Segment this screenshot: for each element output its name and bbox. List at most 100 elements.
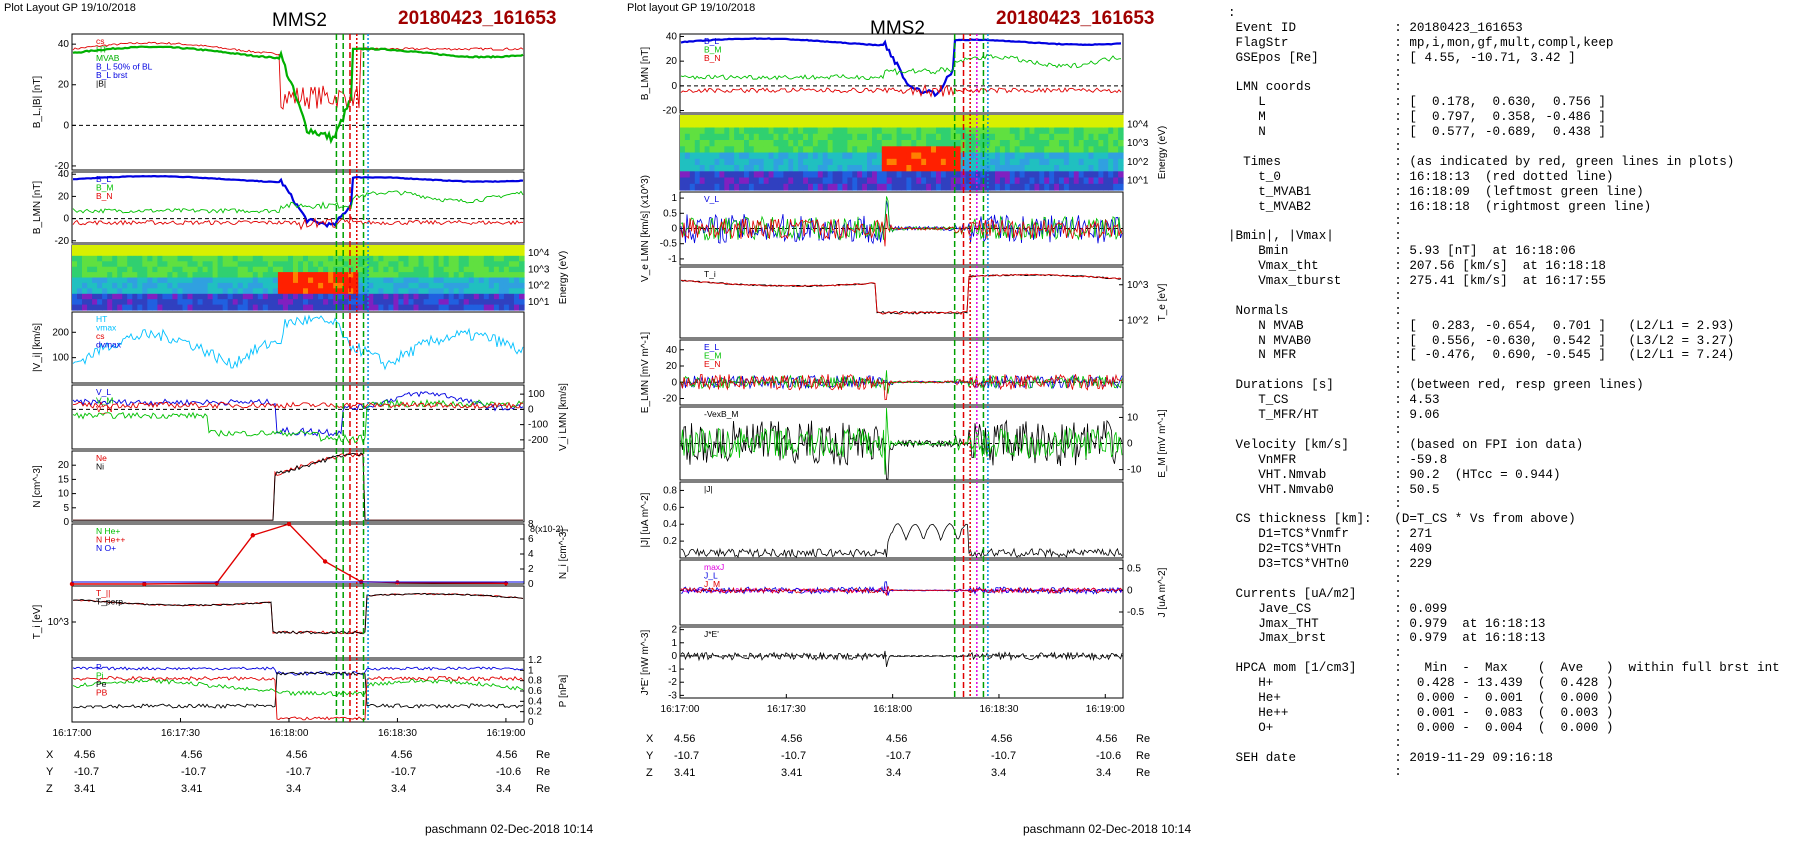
panel-frame bbox=[71, 33, 525, 171]
spectrogram-cell bbox=[423, 288, 430, 295]
spectrogram-cell bbox=[127, 272, 133, 279]
y-tick-label: -200 bbox=[528, 435, 548, 446]
spectrogram-cell bbox=[72, 261, 78, 268]
spectrogram-cell bbox=[473, 266, 480, 273]
spectrogram-cell bbox=[1024, 158, 1031, 166]
spectrogram-cell bbox=[1009, 140, 1016, 147]
spectrogram-cell bbox=[72, 299, 78, 306]
spectrogram-cell bbox=[117, 304, 123, 311]
spectrogram-cell bbox=[147, 277, 153, 284]
spectrogram-cell bbox=[423, 261, 430, 268]
spectrogram-cell bbox=[473, 277, 480, 284]
right-event-title: 20180423_161653 bbox=[996, 8, 1155, 29]
spectrogram-cell bbox=[132, 277, 138, 284]
info-line: Currents [uA/m2] : bbox=[1228, 586, 1402, 601]
spectrogram-cell bbox=[122, 261, 128, 268]
spectrogram-cell bbox=[911, 183, 917, 191]
spectrogram bbox=[680, 115, 1124, 191]
spectrogram-cell bbox=[729, 115, 735, 122]
spectrogram-cell bbox=[837, 171, 843, 179]
spectrogram-cell bbox=[177, 304, 184, 311]
spectrogram-cell bbox=[729, 146, 735, 154]
spectrogram-cell bbox=[503, 245, 510, 251]
spectrogram-cell bbox=[798, 115, 804, 122]
orbit-row-label: Z bbox=[46, 782, 53, 795]
spectrogram-cell bbox=[901, 121, 907, 129]
spectrogram-cell bbox=[323, 304, 329, 311]
spectrogram-cell bbox=[288, 261, 294, 268]
spectrogram-cell bbox=[817, 127, 824, 135]
spectrogram-cell bbox=[483, 255, 490, 262]
spectrogram-cell bbox=[896, 152, 903, 160]
spectrogram-cell bbox=[368, 288, 374, 295]
spectrogram-cell bbox=[293, 261, 299, 268]
spectrogram-cell bbox=[162, 299, 168, 306]
spectrogram-cell bbox=[1044, 177, 1050, 185]
spectrogram-cell bbox=[212, 261, 219, 268]
spectrogram-cell bbox=[709, 140, 715, 147]
orbit-value: -10.7 bbox=[181, 765, 207, 778]
spectrogram-cell bbox=[1004, 140, 1011, 147]
spectrogram-cell bbox=[744, 177, 750, 185]
spectrogram-cell bbox=[498, 266, 505, 273]
orbit-value: 3.4 bbox=[286, 782, 302, 795]
legend-entry: Ne bbox=[96, 453, 107, 463]
spectrogram-cell bbox=[308, 288, 314, 295]
series-line bbox=[72, 215, 524, 231]
spectrogram-cell bbox=[881, 183, 888, 191]
spectrogram-cell bbox=[1063, 152, 1070, 160]
spectrogram-cell bbox=[763, 140, 770, 147]
spectrogram-cell bbox=[247, 282, 254, 289]
spectrogram-cell bbox=[187, 299, 194, 306]
spectrogram-cell bbox=[822, 133, 829, 141]
spectrogram-cell bbox=[970, 121, 976, 129]
spectrogram-cell bbox=[177, 277, 184, 284]
spectrogram-cell bbox=[448, 277, 455, 284]
spectrogram-cell bbox=[107, 255, 113, 262]
spectrogram-cell bbox=[187, 245, 194, 251]
spectrogram-cell bbox=[1118, 121, 1124, 129]
spectrogram-cell bbox=[1044, 183, 1050, 191]
spectrogram-cell bbox=[798, 177, 804, 185]
spectrogram-cell bbox=[92, 245, 98, 251]
spectrogram-cell bbox=[694, 115, 701, 122]
spectrogram-cell bbox=[827, 121, 834, 129]
spectrogram-cell bbox=[127, 288, 133, 295]
info-line: D3=TCS*VHTn0 : 229 bbox=[1228, 556, 1433, 571]
spectrogram-cell bbox=[714, 183, 720, 191]
spectrogram-cell bbox=[1034, 152, 1040, 160]
spectrogram-cell bbox=[358, 288, 364, 295]
info-line: GSEpos [Re] : [ 4.55, -10.71, 3.42 ] bbox=[1228, 50, 1576, 65]
spectrogram-cell bbox=[182, 293, 189, 300]
y-axis-label: V_e LMN [km/s] (x10^3) bbox=[640, 175, 651, 282]
spectrogram-cell bbox=[1014, 140, 1021, 147]
spectrogram-cell bbox=[257, 266, 264, 273]
spectrogram-cell bbox=[514, 282, 520, 289]
spectrogram-cell bbox=[1103, 127, 1109, 135]
spectrogram-cell bbox=[418, 261, 425, 268]
spectrogram-cell bbox=[222, 288, 229, 295]
spectrogram-cell bbox=[313, 250, 319, 257]
spectrogram-cell bbox=[493, 277, 500, 284]
spectrogram-cell bbox=[328, 272, 334, 279]
spectrogram-cell bbox=[975, 133, 981, 141]
spectrogram-cell bbox=[955, 127, 962, 135]
spectrogram-cell bbox=[433, 266, 440, 273]
legend-entry: T_|| bbox=[96, 588, 110, 598]
spectrogram-cell bbox=[827, 133, 834, 141]
spectrogram-cell bbox=[343, 299, 349, 306]
spectrogram-cell bbox=[891, 121, 898, 129]
spectrogram-cell bbox=[353, 245, 359, 251]
spectrogram-cell bbox=[1088, 140, 1094, 147]
spectrogram-cell bbox=[847, 115, 853, 122]
spectrogram-cell bbox=[950, 127, 957, 135]
spectrogram-cell bbox=[783, 177, 789, 185]
y-axis-label: V_i LMN [km/s] bbox=[558, 383, 569, 451]
spectrogram-cell bbox=[950, 115, 957, 122]
spectrogram-cell bbox=[433, 288, 440, 295]
spectrogram-cell bbox=[1073, 165, 1080, 172]
spectrogram-cell bbox=[1118, 127, 1124, 135]
spectrogram-cell bbox=[999, 177, 1006, 185]
spectrogram-cell bbox=[753, 133, 760, 141]
spectrogram-cell bbox=[338, 255, 344, 262]
